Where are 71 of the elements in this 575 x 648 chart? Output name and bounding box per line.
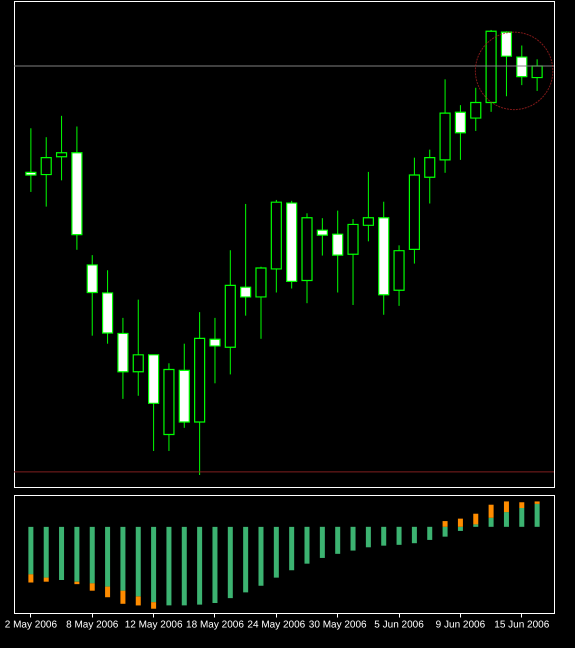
x-tick-label: 2 May 2006 (4, 620, 58, 630)
candlestick (516, 45, 528, 86)
bar (519, 508, 524, 527)
bar (534, 501, 540, 504)
candlestick (470, 87, 482, 132)
bar (243, 526, 248, 592)
bar (427, 526, 432, 540)
bar (350, 526, 356, 551)
x-tick-label: 12 May 2006 (124, 620, 183, 630)
candlestick (240, 203, 252, 316)
x-tick-label: 9 Jun 2006 (436, 620, 486, 630)
bar (335, 526, 340, 554)
bar (320, 526, 325, 558)
bar (289, 526, 294, 570)
bar (258, 526, 264, 586)
bar (488, 504, 494, 518)
bar (90, 583, 95, 591)
bar (120, 590, 126, 604)
bar (105, 526, 110, 587)
bar (136, 596, 141, 606)
candlestick (56, 115, 68, 181)
bar (197, 526, 202, 605)
candlestick (424, 149, 436, 204)
bar (366, 526, 371, 548)
bar (166, 526, 172, 606)
bar (74, 526, 80, 582)
bar (412, 526, 417, 544)
bar (458, 526, 463, 531)
candlestick (25, 128, 36, 192)
bar (488, 518, 494, 527)
bar (182, 526, 187, 606)
x-tick-label: 15 Jun 2006 (494, 620, 550, 630)
bar (120, 526, 126, 591)
candlestick (454, 104, 466, 160)
candlestick (132, 299, 144, 396)
x-tick-label: 30 May 2006 (308, 620, 368, 630)
bar (74, 582, 80, 584)
x-tick-label: 8 May 2006 (66, 620, 119, 630)
bar (59, 526, 64, 580)
bar (504, 501, 509, 512)
bar (44, 578, 49, 582)
candlestick (40, 136, 52, 208)
bar (212, 526, 218, 603)
bar (105, 586, 110, 598)
bar (458, 518, 463, 527)
bar (442, 526, 448, 537)
bar (44, 526, 49, 578)
bar (90, 526, 95, 584)
bar (519, 502, 524, 508)
candlestick (316, 218, 328, 256)
bar (274, 526, 279, 578)
candlestick (332, 210, 344, 294)
bar (228, 526, 233, 598)
bar (151, 526, 156, 602)
bar (304, 526, 310, 564)
bar (473, 514, 478, 524)
bar (504, 512, 509, 527)
bar (442, 521, 448, 527)
x-tick-label: 18 May 2006 (186, 620, 244, 630)
bar (136, 526, 141, 596)
bar (473, 524, 478, 527)
bar (381, 526, 386, 546)
bar (151, 602, 156, 609)
x-tick-label: 24 May 2006 (247, 620, 306, 630)
bar (534, 504, 540, 527)
bar (28, 574, 34, 583)
bar (396, 526, 402, 545)
x-tick-label: 5 Jun 2006 (374, 620, 424, 630)
bar (28, 526, 34, 574)
candlestick (362, 171, 374, 242)
candlestick (209, 317, 221, 384)
